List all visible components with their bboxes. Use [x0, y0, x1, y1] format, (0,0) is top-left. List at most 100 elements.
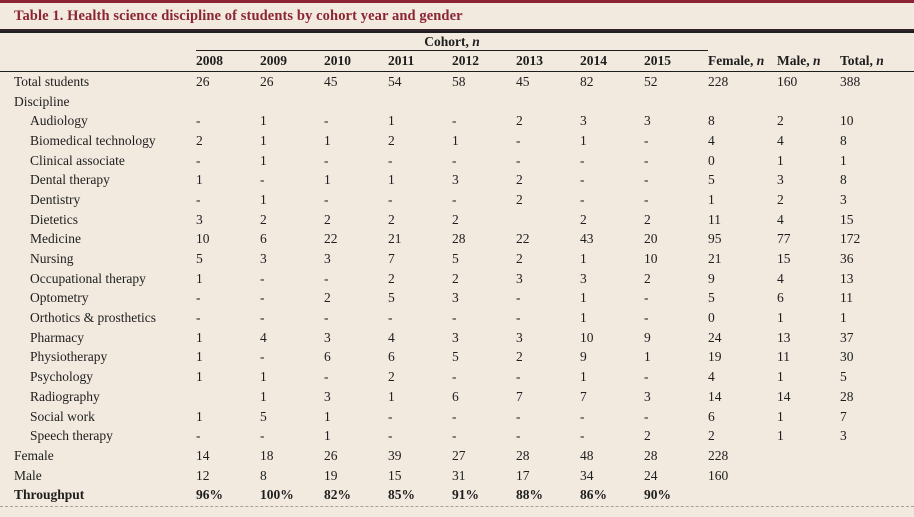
title-divider: [0, 29, 914, 31]
table-cell: 10: [644, 251, 658, 267]
table-cell: 1: [777, 310, 784, 326]
table-cell: 5: [452, 251, 459, 267]
table-cell: 88%: [516, 487, 543, 503]
table-row: Optometry - - 2 5 3 - 1 - 5 6 11: [0, 289, 914, 309]
table-cell: [324, 92, 388, 112]
table-cell: 6: [388, 349, 395, 365]
table-cell: 86%: [580, 487, 607, 503]
table-cell: 82: [580, 73, 594, 89]
summary-column-header: Male, n: [777, 50, 841, 72]
table-cell: 24: [708, 329, 722, 345]
table-cell: -: [260, 270, 265, 286]
table-cell: 10: [840, 113, 854, 129]
table-cell: 1: [777, 369, 784, 385]
table-cell: -: [516, 152, 521, 168]
table-cell: 21: [388, 231, 402, 247]
table-cell: -: [644, 172, 649, 188]
table-cell: 9: [644, 329, 651, 345]
table-cell: -: [644, 408, 649, 424]
table-cell: 1: [196, 329, 203, 345]
table-cell: 85%: [388, 487, 415, 503]
table-row: Social work 1 5 1 - - - - - 6 1 7: [0, 407, 914, 427]
table-cell: 1: [452, 132, 459, 148]
table-cell: 5: [260, 408, 267, 424]
table-cell: 1: [196, 349, 203, 365]
year-column-header: 2015: [644, 50, 709, 72]
table-cell: 2: [324, 290, 331, 306]
table-cell: 3: [196, 211, 203, 227]
table-cell: 1: [708, 191, 715, 207]
table-cell: 1: [580, 251, 587, 267]
table-cell: 2: [644, 428, 651, 444]
table-cell: [840, 466, 914, 486]
table-cell: -: [452, 369, 457, 385]
table-cell: [840, 446, 914, 466]
table-cell: 96%: [196, 487, 223, 503]
table-cell: [708, 92, 777, 112]
table-cell: -: [516, 132, 521, 148]
table-cell: 9: [580, 349, 587, 365]
table-cell: 1: [324, 428, 331, 444]
table-cell: [452, 92, 516, 112]
table-cell: -: [196, 428, 201, 444]
row-label: Physiotherapy: [30, 349, 108, 365]
table-cell: 8: [840, 172, 847, 188]
table-cell: 1: [580, 310, 587, 326]
table-cell: 4: [708, 369, 715, 385]
table-cell: [840, 92, 914, 112]
table-cell: 36: [840, 251, 854, 267]
year-column-header: 2008: [196, 50, 260, 72]
table-cell: 14: [777, 388, 791, 404]
table-row: Orthotics & prosthetics - - - - - - 1 - 0 1 1: [0, 308, 914, 328]
table-cell: 28: [644, 447, 658, 463]
row-label: Pharmacy: [30, 329, 84, 345]
table-cell: 3: [516, 329, 523, 345]
table-cell: -: [388, 310, 393, 326]
table-cell: -: [260, 172, 265, 188]
table-cell: 2: [452, 270, 459, 286]
table-cell: 1: [260, 132, 267, 148]
table-cell: 13: [777, 329, 791, 345]
table-cell: 0: [708, 152, 715, 168]
table-cell: -: [644, 152, 649, 168]
table-cell: -: [324, 369, 329, 385]
table-cell: 2: [777, 191, 784, 207]
table-row: Physiotherapy 1 - 6 6 5 2 9 1 19 11 30: [0, 348, 914, 368]
table-row: Clinical associate - 1 - - - - - - 0 1 1: [0, 151, 914, 171]
table-body: Total students 26 26 45 54 58 45 82 52 228 160 388 D…: [0, 72, 914, 506]
bottom-divider: [0, 506, 914, 508]
table-cell: 6: [777, 290, 784, 306]
table-cell: 1: [260, 113, 267, 129]
table-cell: 1: [840, 310, 847, 326]
cohort-table: Cohort, n 2008 2009 2010 2011 2012 2013 2014 20…: [0, 31, 914, 505]
row-label: Dietetics: [30, 211, 78, 227]
row-label: Male: [14, 467, 42, 483]
table-cell: 95: [708, 231, 722, 247]
table-row: Biomedical technology 2 1 1 2 1 - 1 - 4 4 8: [0, 131, 914, 151]
table-cell: 1: [260, 388, 267, 404]
table-cell: -: [452, 310, 457, 326]
table-cell: 3: [777, 172, 784, 188]
table-cell: 1: [580, 132, 587, 148]
table-cell: 1: [388, 113, 395, 129]
column-header-row: 2008 2009 2010 2011 2012 2013 2014 2015 Female, …: [0, 50, 914, 72]
table-cell: 2: [516, 113, 523, 129]
table-cell: 5: [840, 369, 847, 385]
table-cell: 5: [196, 251, 203, 267]
table-cell: 39: [388, 447, 402, 463]
table-cell: -: [388, 428, 393, 444]
table-cell: 1: [196, 172, 203, 188]
table-cell: [840, 485, 914, 505]
table-row: Dental therapy 1 - 1 1 3 2 - - 5 3 8: [0, 170, 914, 190]
row-label: Nursing: [30, 251, 74, 267]
year-column-header: 2013: [516, 50, 580, 72]
table-cell: 58: [452, 73, 466, 89]
table-row: Discipline: [0, 92, 914, 112]
table-cell: 388: [840, 73, 861, 89]
table-cell: 7: [840, 408, 847, 424]
table-cell: 3: [516, 270, 523, 286]
table-cell: 4: [260, 329, 267, 345]
table-cell: -: [324, 113, 329, 129]
table-cell: 172: [840, 231, 861, 247]
row-label: Audiology: [30, 113, 88, 129]
